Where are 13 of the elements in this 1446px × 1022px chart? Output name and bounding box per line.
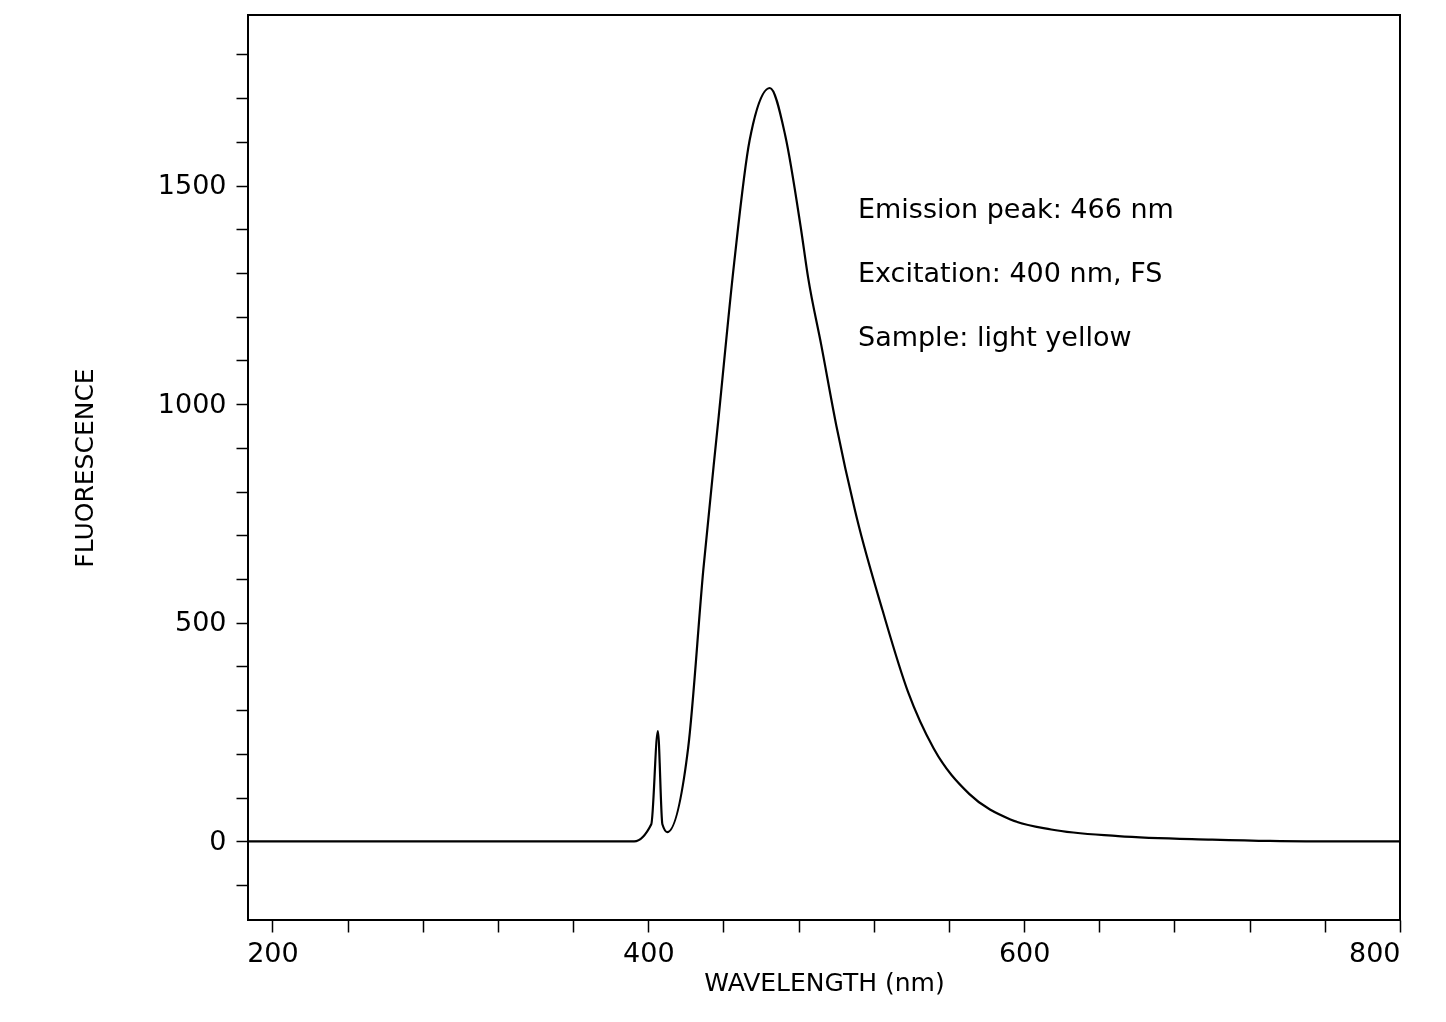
y-tick-label: 0 [209, 824, 227, 856]
x-tick-label: 800 [1348, 936, 1401, 968]
y-tick-label: 1500 [157, 169, 227, 201]
x-tick-label: 200 [247, 936, 299, 968]
annotation: Emission peak: 466 nm [858, 193, 1174, 224]
x-tick-label: 600 [998, 936, 1051, 968]
y-tick-label: 1000 [157, 387, 227, 419]
annotation: Sample: light yellow [858, 321, 1132, 352]
x-tick-label: 400 [623, 936, 675, 968]
x-axis-title: WAVELENGTH (nm) [704, 967, 945, 997]
y-axis-title: FLUORESCENCE [69, 368, 99, 568]
y-tick-label: 500 [174, 606, 227, 638]
annotation: Excitation: 400 nm, FS [858, 257, 1163, 288]
